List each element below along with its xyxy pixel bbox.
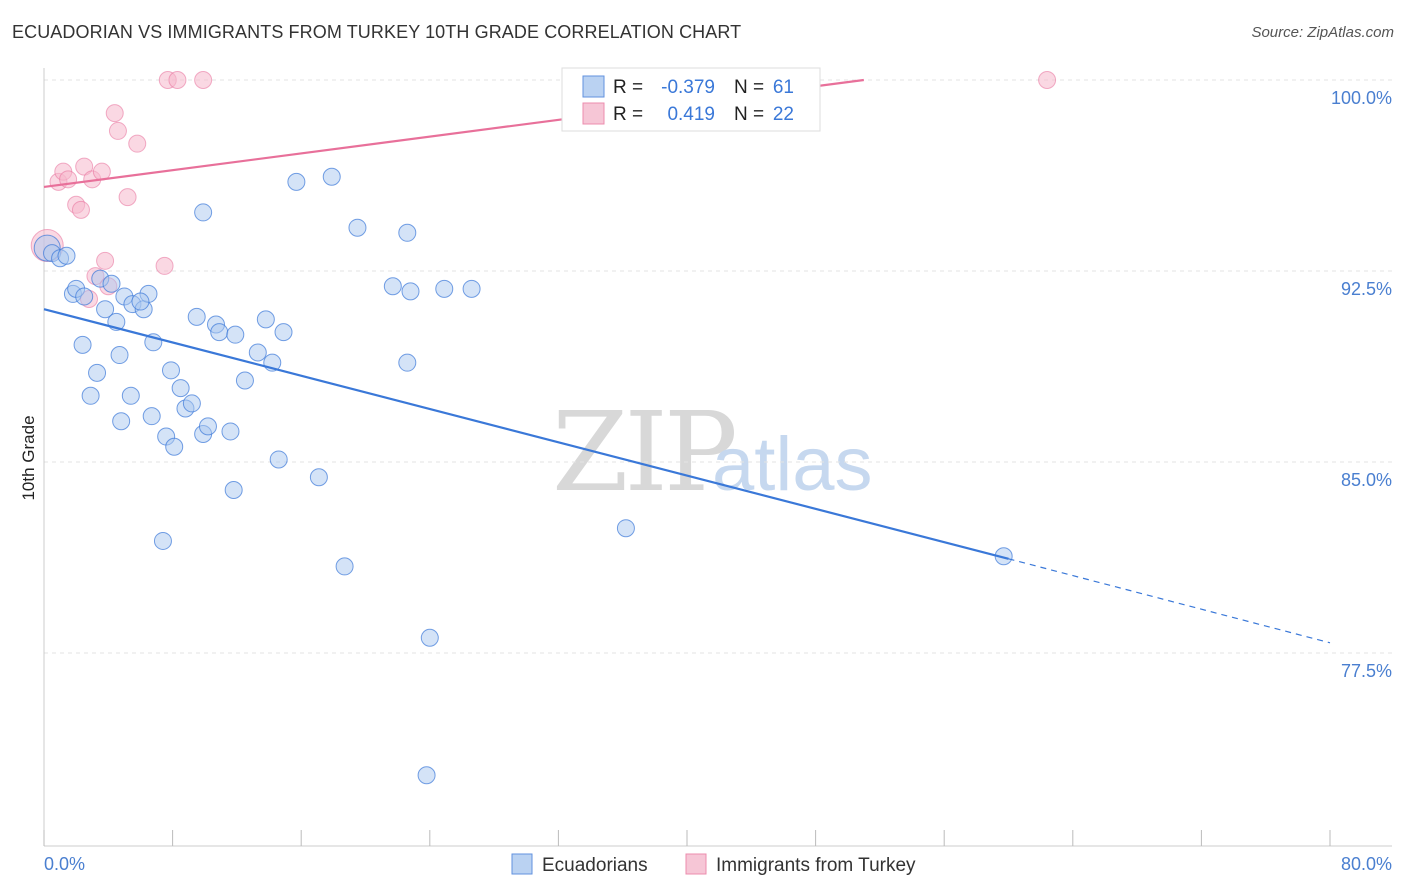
data-point-ecuadorians (165, 437, 184, 456)
trend-line-ecuadorians (43, 308, 1009, 560)
stats-n-label-1: N = (734, 77, 764, 98)
data-point-ecuadorians (401, 282, 420, 301)
data-point-ecuadorians (274, 323, 293, 342)
data-point-ecuadorians (309, 468, 328, 487)
data-point-ecuadorians (616, 519, 635, 538)
stats-swatch-blue (582, 75, 605, 98)
legend-swatch-ecuadorians (511, 853, 533, 875)
gridlines (44, 79, 1392, 654)
data-point-immigrants-from-turkey (108, 121, 127, 140)
stats-r-value-1: -0.379 (661, 77, 715, 98)
data-point-ecuadorians (226, 325, 245, 344)
data-point-immigrants-from-turkey (168, 71, 187, 89)
data-point-immigrants-from-turkey (96, 251, 115, 270)
stats-n-value-1: 61 (773, 77, 794, 98)
data-point-ecuadorians (335, 557, 354, 576)
stats-r-value-2: 0.419 (667, 104, 715, 125)
data-point-ecuadorians (235, 371, 254, 390)
data-point-ecuadorians (194, 203, 213, 222)
data-point-ecuadorians (462, 279, 481, 298)
legend-label-immigrants-from-turkey: Immigrants from Turkey (716, 855, 916, 876)
y-tick-label: 85.0% (1341, 470, 1392, 490)
data-point-immigrants-from-turkey (118, 188, 137, 207)
data-point-ecuadorians (420, 628, 439, 647)
data-point-ecuadorians (142, 407, 161, 426)
data-point-ecuadorians (161, 361, 180, 380)
data-point-ecuadorians (417, 766, 436, 785)
data-point-immigrants-from-turkey (194, 71, 213, 89)
y-axis-label: 10th Grade (19, 415, 38, 500)
chart-title: ECUADORIAN VS IMMIGRANTS FROM TURKEY 10T… (12, 22, 742, 42)
watermark-atlas: atlas (712, 422, 873, 507)
data-point-ecuadorians (81, 386, 100, 405)
trend-lines (43, 78, 1331, 644)
legend: Ecuadorians Immigrants from Turkey (511, 853, 916, 876)
data-point-ecuadorians (88, 363, 107, 382)
data-point-ecuadorians (224, 481, 243, 500)
y-tick-label: 77.5% (1341, 661, 1392, 681)
data-point-ecuadorians (75, 287, 94, 306)
y-tick-label: 92.5% (1341, 279, 1392, 299)
data-point-ecuadorians (287, 172, 306, 191)
data-point-immigrants-from-turkey (1038, 71, 1057, 89)
watermark-zip: ZIP (552, 388, 735, 516)
stats-r-label-2: R = (613, 104, 643, 125)
data-point-ecuadorians (256, 310, 275, 329)
data-point-ecuadorians (102, 274, 121, 293)
x-tick-label-min: 0.0% (44, 854, 85, 874)
data-point-ecuadorians (248, 343, 267, 362)
data-point-ecuadorians (348, 218, 367, 237)
legend-swatch-immigrants-from-turkey (685, 853, 707, 875)
data-point-ecuadorians (182, 394, 201, 413)
data-point-ecuadorians (398, 353, 417, 372)
x-axis-ticks (43, 830, 1331, 846)
stats-box-frame (561, 67, 821, 132)
data-point-ecuadorians (322, 167, 341, 186)
data-point-ecuadorians (198, 417, 217, 436)
legend-label-ecuadorians: Ecuadorians (542, 855, 648, 876)
data-point-ecuadorians (112, 412, 131, 431)
data-point-ecuadorians (187, 307, 206, 326)
stats-swatch-pink (582, 102, 605, 125)
data-point-ecuadorians (110, 346, 129, 365)
data-point-ecuadorians (435, 279, 454, 298)
x-tick-label-max: 80.0% (1341, 854, 1392, 874)
data-point-immigrants-from-turkey (155, 256, 174, 275)
data-point-ecuadorians (398, 223, 417, 242)
watermark: ZIP atlas (552, 388, 873, 516)
data-point-ecuadorians (96, 300, 115, 319)
stats-r-label-1: R = (613, 77, 643, 98)
data-point-ecuadorians (171, 379, 190, 398)
data-point-ecuadorians (131, 292, 150, 311)
y-tick-label: 100.0% (1331, 88, 1392, 108)
data-point-ecuadorians (210, 323, 229, 342)
data-point-immigrants-from-turkey (71, 200, 90, 219)
y-tick-labels: 100.0% 92.5% 85.0% 77.5% (1331, 88, 1392, 681)
series-ecuadorians-points (33, 167, 1013, 785)
data-point-ecuadorians (153, 531, 172, 550)
data-point-ecuadorians (221, 422, 240, 441)
stats-box: R = -0.379 N = 61 R = 0.419 N = 22 (561, 67, 821, 132)
stats-n-value-2: 22 (773, 104, 794, 125)
data-point-ecuadorians (73, 335, 92, 354)
data-point-ecuadorians (121, 386, 140, 405)
series-immigrants-from-turkey-points (30, 71, 1057, 309)
data-point-ecuadorians (57, 246, 76, 265)
trend-line-ecuadorians-extension (1008, 558, 1331, 644)
data-point-immigrants-from-turkey (75, 157, 94, 176)
data-point-ecuadorians (383, 277, 402, 296)
data-point-immigrants-from-turkey (128, 134, 147, 153)
data-point-ecuadorians (269, 450, 288, 469)
stats-n-label-2: N = (734, 104, 764, 125)
data-point-immigrants-from-turkey (105, 104, 124, 123)
source-credit: Source: ZipAtlas.com (1251, 24, 1394, 41)
